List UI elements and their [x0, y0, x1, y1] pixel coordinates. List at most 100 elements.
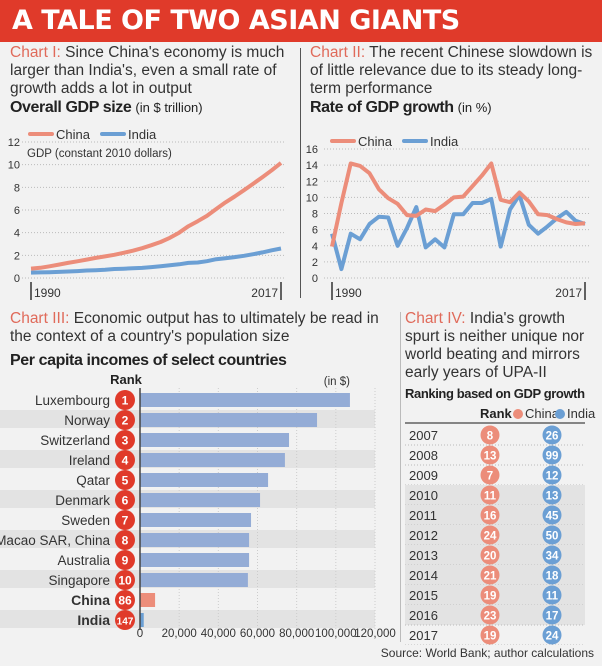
india-rank-badge — [542, 545, 562, 565]
chart1-text: Since China's economy is much larger tha… — [10, 44, 285, 97]
india-rank: 26 — [546, 431, 559, 443]
rank-number: 9 — [122, 554, 129, 568]
bar-luxembourg — [140, 393, 350, 407]
china-rank-badge — [480, 465, 500, 485]
y-axis-label: GDP (constant 2010 dollars) — [27, 148, 172, 160]
year-label: 2015 — [409, 588, 438, 603]
column-china: China — [525, 406, 560, 421]
bar-india — [140, 613, 144, 627]
year-label: 2007 — [409, 428, 438, 443]
rank-badge — [115, 570, 135, 590]
rank-badge — [115, 390, 135, 410]
bar-sweden — [140, 513, 252, 527]
x-tick-label: 2017 — [555, 286, 582, 300]
china-rank: 8 — [487, 431, 494, 443]
y-tick-label: 2 — [312, 257, 318, 269]
source-note: Source: World Bank; author calculations — [380, 646, 594, 660]
country-label: Norway — [64, 413, 110, 428]
y-tick-label: 8 — [312, 209, 318, 221]
china-dot-icon — [513, 409, 523, 419]
series-line-china — [330, 161, 586, 248]
rank-badge — [115, 610, 135, 630]
rank-badge — [115, 530, 135, 550]
india-rank-badge — [542, 465, 562, 485]
china-rank-badge — [480, 625, 500, 645]
y-tick-label: 10 — [306, 192, 318, 204]
chart2-title-text: Rate of GDP growth — [310, 99, 454, 116]
bar-china — [140, 593, 156, 607]
rank-number: 3 — [122, 434, 129, 448]
chart3-text: Economic output has to ultimately be rea… — [10, 310, 379, 345]
column-india: India — [567, 406, 596, 421]
x-tick-label: 40,000 — [201, 628, 236, 640]
x-tick-label: 80,000 — [279, 628, 314, 640]
x-tick-label: 60,000 — [240, 628, 275, 640]
y-tick-label: 16 — [306, 144, 318, 156]
chart1-gdp-size: 0 2 4 6 8 10 12 1990 2017 GDP (constant 2010 doll… — [8, 127, 285, 300]
y-tick-label: 6 — [312, 225, 318, 237]
rank-header: Rank — [480, 406, 513, 421]
bar-macao-sar-china — [140, 533, 250, 547]
china-rank-badge — [480, 485, 500, 505]
legend-label-china: China — [56, 127, 91, 142]
rank-number: 147 — [117, 617, 134, 628]
china-rank-badge — [480, 445, 500, 465]
y-tick-label: 10 — [8, 160, 20, 172]
china-rank-badge — [480, 585, 500, 605]
chart4-text: India's growth spurt is neither unique n… — [405, 310, 585, 381]
x-tick-label: 1990 — [34, 286, 61, 300]
india-rank: 50 — [546, 531, 559, 543]
year-label: 2008 — [409, 448, 438, 463]
year-label: 2011 — [409, 508, 437, 523]
x-tick-label: 120,000 — [354, 628, 396, 640]
y-tick-label: 8 — [14, 182, 20, 194]
chart3-title: Per capita incomes of select countries — [10, 352, 287, 369]
rank-badge — [115, 590, 135, 610]
india-rank: 11 — [546, 591, 559, 603]
rank-badge — [115, 510, 135, 530]
country-label: China — [71, 592, 110, 608]
chart3-label: Chart III: — [10, 310, 70, 327]
bar-norway — [140, 413, 318, 427]
china-rank: 16 — [484, 511, 497, 523]
y-tick-label: 12 — [8, 137, 20, 149]
rank-badge — [115, 410, 135, 430]
china-rank: 21 — [484, 571, 497, 583]
country-label: Sweden — [61, 513, 110, 528]
india-rank: 24 — [546, 631, 559, 643]
china-rank-badge — [480, 525, 500, 545]
china-rank: 23 — [484, 611, 497, 623]
chart1-title-text: Overall GDP size — [10, 99, 132, 116]
series-line-india — [330, 193, 586, 272]
india-rank-badge — [542, 525, 562, 545]
title-bar: A TALE OF TWO ASIAN GIANTS — [0, 0, 602, 42]
india-rank-badge — [542, 485, 562, 505]
x-tick-label: 20,000 — [162, 628, 197, 640]
year-label: 2014 — [409, 568, 438, 583]
y-tick-label: 4 — [312, 241, 318, 253]
china-rank: 7 — [487, 471, 493, 483]
chart1-lead: Chart I: Since China's economy is much l… — [10, 44, 298, 98]
legend-label-india: India — [128, 127, 157, 142]
chart2-text: The recent Chinese slowdown is of little… — [310, 44, 593, 97]
legend-label-india: India — [430, 134, 459, 149]
rank-number: 7 — [122, 514, 129, 528]
x-tick-label: 0 — [137, 628, 143, 640]
country-label: India — [77, 612, 110, 628]
chart2-unit: (in %) — [457, 100, 492, 115]
rank-number: 6 — [122, 494, 129, 508]
india-rank-badge — [542, 585, 562, 605]
y-tick-label: 12 — [306, 176, 318, 188]
country-label: Macao SAR, China — [0, 533, 110, 548]
x-tick-label: 2017 — [251, 286, 278, 300]
india-rank: 17 — [546, 611, 559, 623]
chart4-title: Ranking based on GDP growth — [405, 386, 585, 401]
bar-ireland — [140, 453, 285, 467]
bar-singapore — [140, 573, 248, 587]
china-rank-badge — [480, 605, 500, 625]
india-rank-badge — [542, 445, 562, 465]
chart2-label: Chart II: — [310, 44, 366, 61]
y-tick-label: 0 — [14, 273, 20, 285]
country-label: Switzerland — [40, 433, 110, 448]
